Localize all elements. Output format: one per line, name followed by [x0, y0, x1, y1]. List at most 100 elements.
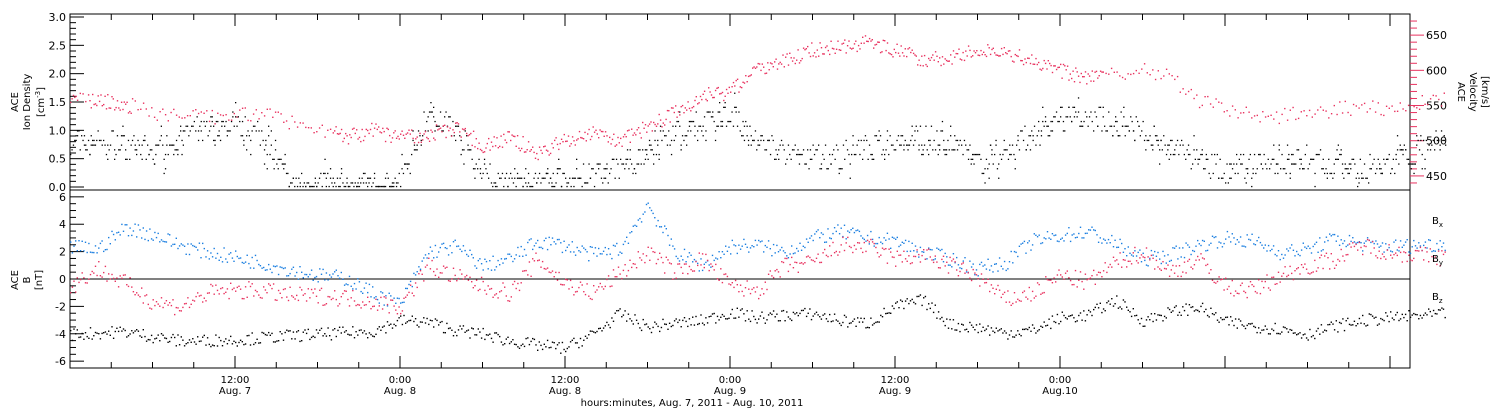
- by-point: [365, 282, 367, 284]
- velocity-point: [1220, 102, 1223, 104]
- by-point: [1251, 233, 1253, 235]
- by-point: [697, 262, 699, 265]
- bx-point: [967, 331, 969, 333]
- density-point: [1275, 163, 1278, 165]
- by-point: [1177, 258, 1179, 260]
- bx-point: [185, 343, 187, 345]
- bz-point: [1030, 300, 1032, 302]
- by-point: [279, 266, 281, 268]
- bz-point: [576, 290, 578, 293]
- bx-point: [96, 332, 98, 334]
- density-point: [453, 135, 455, 137]
- velocity-point: [708, 87, 710, 89]
- velocity-point: [919, 64, 922, 67]
- density-point: [1376, 168, 1378, 170]
- density-point: [373, 177, 376, 179]
- bx-point: [141, 336, 143, 338]
- bz-point: [553, 276, 555, 278]
- density-point: [1186, 149, 1188, 151]
- bz-point: [886, 262, 889, 264]
- density-point: [1134, 139, 1136, 142]
- velocity-point: [123, 101, 125, 103]
- density-point: [798, 153, 801, 156]
- by-point: [337, 275, 339, 277]
- by-point: [272, 265, 275, 267]
- bx-point: [358, 329, 361, 332]
- density-point: [797, 153, 799, 156]
- bx-point: [1241, 324, 1243, 326]
- density-point: [1062, 130, 1065, 132]
- bx-point: [172, 333, 174, 336]
- bx-point: [1390, 311, 1392, 313]
- bx-point: [471, 327, 473, 329]
- bx-point: [819, 316, 821, 318]
- density-point: [955, 139, 957, 142]
- density-point: [1174, 153, 1176, 156]
- by-point: [548, 236, 550, 239]
- velocity-point: [263, 115, 266, 117]
- bz-point: [601, 286, 603, 288]
- bx-point: [863, 317, 865, 320]
- density-point: [373, 172, 376, 175]
- bx-point: [235, 341, 237, 344]
- by-point: [124, 224, 126, 226]
- velocity-point: [1171, 75, 1173, 77]
- density-point: [475, 163, 477, 165]
- velocity-point: [435, 124, 438, 126]
- velocity-point: [780, 63, 783, 65]
- by-point: [660, 226, 663, 228]
- top-right-tick-label: 650: [1426, 29, 1447, 42]
- velocity-point: [89, 100, 91, 102]
- density-point: [479, 172, 482, 175]
- density-point: [221, 125, 223, 127]
- by-point: [307, 276, 309, 278]
- bz-point: [258, 294, 260, 296]
- bz-point: [1089, 277, 1092, 279]
- bz-point: [1178, 265, 1181, 267]
- density-point: [1200, 153, 1202, 156]
- density-point: [1332, 177, 1334, 179]
- bx-point: [484, 338, 486, 341]
- bx-point: [548, 347, 550, 349]
- bz-point: [767, 273, 770, 275]
- bx-point: [744, 320, 747, 322]
- density-point: [1208, 172, 1210, 175]
- bz-point: [1327, 257, 1329, 259]
- bz-point: [561, 284, 564, 286]
- bz-point: [253, 295, 255, 297]
- density-point: [1302, 168, 1304, 170]
- bx-point: [893, 307, 895, 310]
- by-point: [426, 257, 428, 259]
- bx-point: [756, 322, 758, 324]
- density-point: [269, 153, 271, 156]
- bz-point: [743, 295, 745, 297]
- by-point: [871, 238, 874, 241]
- by-point: [83, 250, 85, 252]
- bx-point: [512, 339, 514, 341]
- density-point: [1303, 168, 1305, 170]
- bx-point: [169, 340, 171, 343]
- density-point: [1040, 130, 1043, 132]
- bz-point: [617, 266, 620, 268]
- bx-point: [1010, 330, 1012, 332]
- by-point: [1272, 245, 1275, 247]
- bz-point: [334, 290, 336, 292]
- velocity-point: [829, 53, 831, 56]
- by-point: [642, 213, 644, 215]
- bz-point: [1421, 249, 1423, 252]
- bx-point: [766, 319, 768, 321]
- velocity-point: [541, 152, 543, 154]
- by-point: [352, 288, 354, 290]
- bz-point: [98, 261, 100, 263]
- bz-point: [1002, 293, 1004, 295]
- bz-point: [918, 253, 920, 256]
- density-point: [1007, 158, 1010, 160]
- density-point: [356, 185, 358, 188]
- density-point: [1402, 149, 1404, 151]
- bx-point: [98, 333, 100, 335]
- bx-point: [624, 310, 626, 312]
- density-point: [252, 125, 255, 127]
- density-point: [141, 158, 143, 160]
- by-point: [1157, 251, 1159, 254]
- velocity-point: [109, 107, 112, 109]
